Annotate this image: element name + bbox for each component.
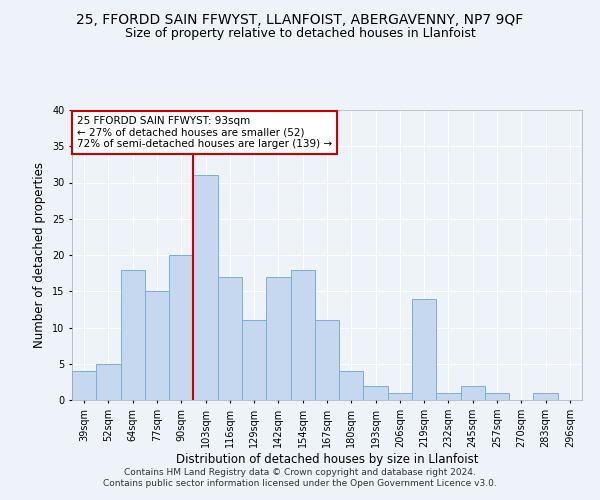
Bar bbox=[121, 270, 145, 400]
Bar bbox=[96, 364, 121, 400]
X-axis label: Distribution of detached houses by size in Llanfoist: Distribution of detached houses by size … bbox=[176, 452, 478, 466]
Bar bbox=[290, 270, 315, 400]
Bar bbox=[339, 371, 364, 400]
Bar bbox=[169, 255, 193, 400]
Text: 25 FFORDD SAIN FFWYST: 93sqm
← 27% of detached houses are smaller (52)
72% of se: 25 FFORDD SAIN FFWYST: 93sqm ← 27% of de… bbox=[77, 116, 332, 149]
Bar bbox=[388, 393, 412, 400]
Text: Contains HM Land Registry data © Crown copyright and database right 2024.
Contai: Contains HM Land Registry data © Crown c… bbox=[103, 468, 497, 487]
Text: Size of property relative to detached houses in Llanfoist: Size of property relative to detached ho… bbox=[125, 28, 475, 40]
Bar bbox=[412, 298, 436, 400]
Bar bbox=[533, 393, 558, 400]
Bar bbox=[485, 393, 509, 400]
Y-axis label: Number of detached properties: Number of detached properties bbox=[34, 162, 46, 348]
Bar bbox=[218, 277, 242, 400]
Text: 25, FFORDD SAIN FFWYST, LLANFOIST, ABERGAVENNY, NP7 9QF: 25, FFORDD SAIN FFWYST, LLANFOIST, ABERG… bbox=[76, 12, 524, 26]
Bar bbox=[461, 386, 485, 400]
Bar bbox=[436, 393, 461, 400]
Bar bbox=[242, 320, 266, 400]
Bar bbox=[193, 176, 218, 400]
Bar bbox=[145, 291, 169, 400]
Bar bbox=[72, 371, 96, 400]
Bar bbox=[364, 386, 388, 400]
Bar bbox=[266, 277, 290, 400]
Bar bbox=[315, 320, 339, 400]
